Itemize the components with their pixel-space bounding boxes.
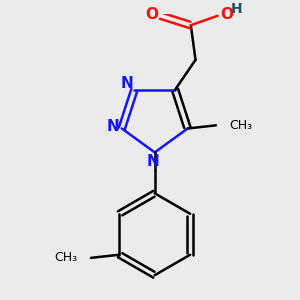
Text: H: H	[231, 2, 242, 16]
Text: CH₃: CH₃	[55, 251, 78, 264]
Text: N: N	[147, 154, 160, 169]
Text: O: O	[146, 7, 159, 22]
Text: CH₃: CH₃	[229, 119, 252, 132]
Text: N: N	[121, 76, 134, 91]
Text: O: O	[220, 7, 233, 22]
Text: N: N	[106, 119, 119, 134]
